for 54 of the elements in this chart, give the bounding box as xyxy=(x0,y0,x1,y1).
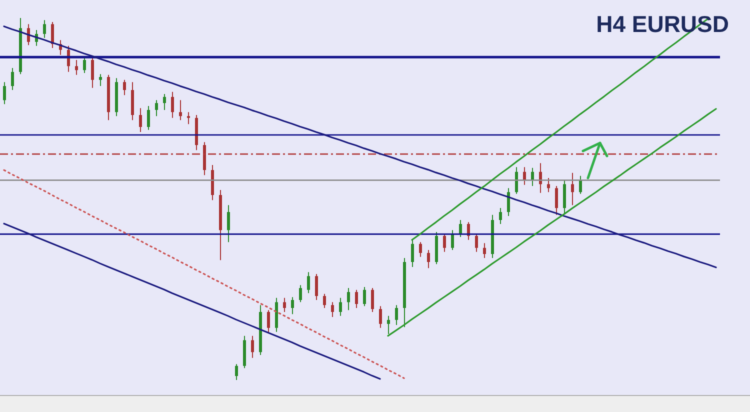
candlestick xyxy=(99,74,102,87)
candlestick xyxy=(91,56,94,88)
candlestick xyxy=(379,306,382,328)
candlestick xyxy=(179,100,182,121)
candlestick xyxy=(515,166,518,194)
candlestick xyxy=(283,297,286,312)
candlestick xyxy=(571,172,574,206)
candlestick xyxy=(75,59,78,76)
candlestick xyxy=(419,242,422,258)
candlestick xyxy=(579,175,582,194)
candlestick xyxy=(411,239,414,268)
candlestick xyxy=(531,167,534,186)
candlestick xyxy=(291,296,294,315)
candlestick xyxy=(395,304,398,326)
candlestick xyxy=(387,315,390,335)
candlestick xyxy=(555,185,558,216)
candlestick xyxy=(563,180,566,214)
candlestick xyxy=(451,230,454,251)
candlestick xyxy=(331,302,334,318)
candlestick xyxy=(3,82,6,105)
candlestick xyxy=(443,234,446,252)
candlestick xyxy=(51,21,54,49)
candlestick xyxy=(339,297,342,316)
candlestick xyxy=(475,234,478,252)
candlestick xyxy=(523,166,526,186)
candlestick xyxy=(299,284,302,303)
candlestick xyxy=(371,288,374,312)
candlestick xyxy=(171,91,174,118)
candlestick xyxy=(459,220,462,238)
candlestick xyxy=(483,242,486,259)
candlestick xyxy=(323,293,326,308)
candlestick xyxy=(147,105,150,130)
candlestick xyxy=(163,94,166,110)
candlestick xyxy=(363,286,366,307)
candlestick xyxy=(315,273,318,301)
candlestick xyxy=(11,67,14,91)
candlestick xyxy=(43,20,46,38)
candlestick xyxy=(507,188,510,217)
candlestick xyxy=(227,204,230,243)
candlestick xyxy=(547,178,550,193)
candlestick xyxy=(427,250,430,269)
candlestick xyxy=(123,79,126,96)
candlestick xyxy=(235,364,238,381)
candlestick xyxy=(27,24,30,46)
candlestick xyxy=(347,288,350,311)
candlestick xyxy=(251,335,254,358)
candlestick xyxy=(267,310,270,334)
candlestick xyxy=(355,289,358,308)
candlestick xyxy=(155,100,158,117)
candlestick xyxy=(83,56,86,74)
candlestick xyxy=(307,272,310,294)
candlestick xyxy=(499,208,502,224)
candlestick xyxy=(187,112,190,125)
candlestick xyxy=(139,108,142,133)
